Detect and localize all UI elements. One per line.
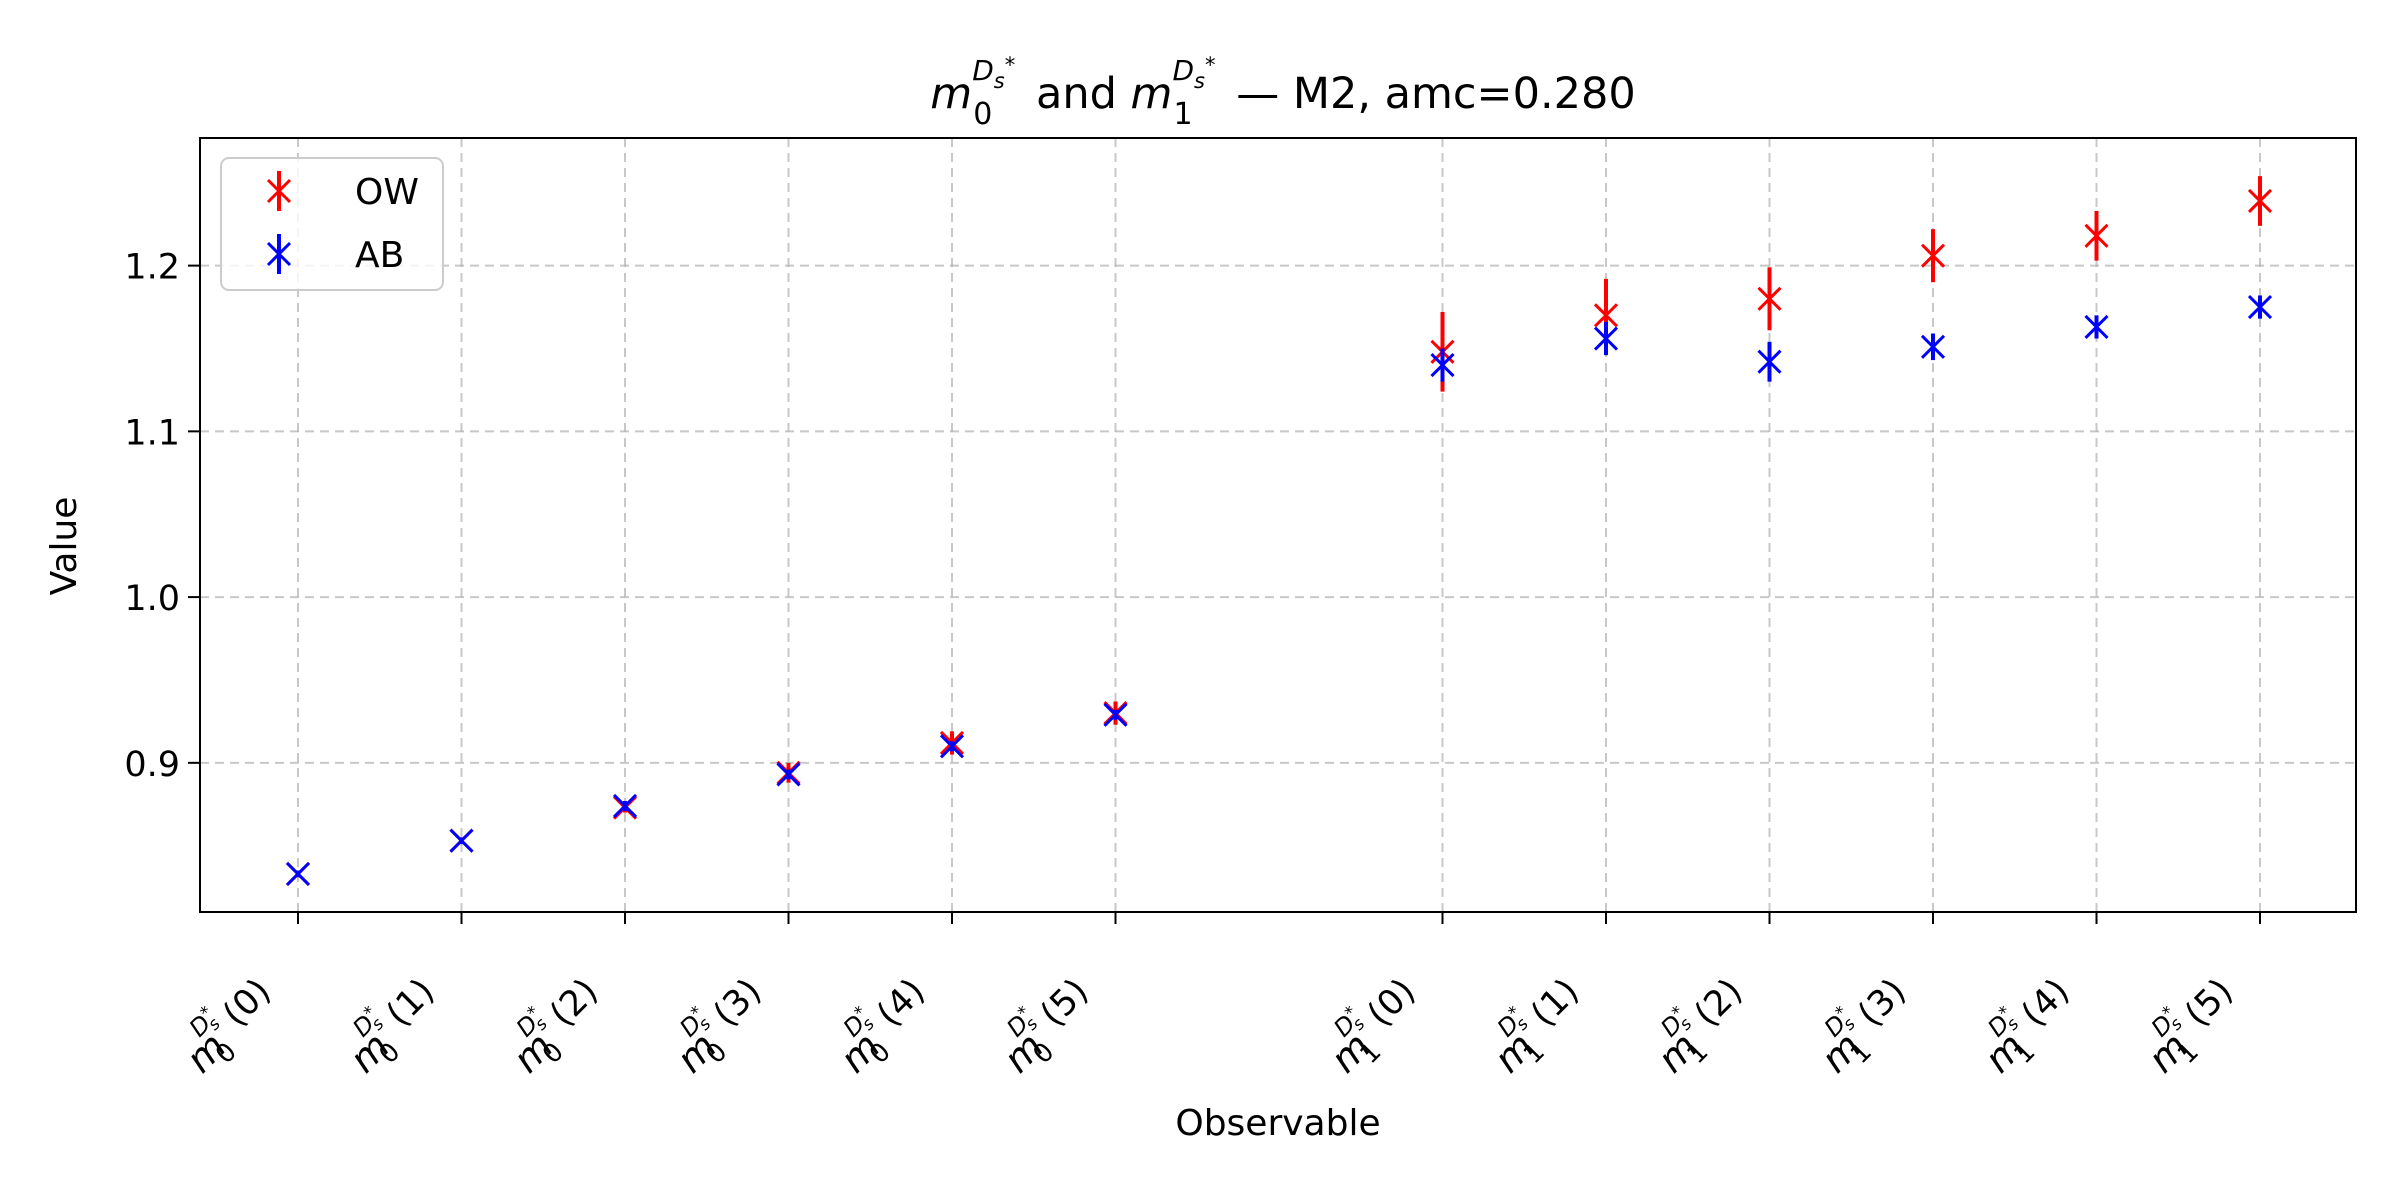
point-marker <box>2084 223 2109 248</box>
y-tick-label: 1.1 <box>124 413 180 453</box>
title-symbol-1: m <box>1131 69 1173 119</box>
y-axis: 0.9 1.0 1.1 1.2 <box>124 248 200 785</box>
legend-entry-ab: AB <box>266 234 404 276</box>
data-point <box>1920 229 1946 283</box>
title-superscript-0-star: * <box>1005 53 1016 77</box>
data-point <box>1920 333 1946 361</box>
data-point <box>776 762 801 787</box>
data-point <box>449 828 474 853</box>
data-point <box>939 734 965 759</box>
point-marker <box>612 793 638 818</box>
point-marker <box>1757 349 1782 374</box>
x-axis-label: Observable <box>1175 1103 1380 1144</box>
y-tick-label: 1.0 <box>124 579 180 619</box>
data-point <box>612 793 638 818</box>
point-marker <box>776 762 801 787</box>
legend-entry-ow: OW <box>266 171 419 213</box>
point-marker <box>1757 286 1782 311</box>
point-marker <box>939 734 965 759</box>
point-marker <box>2247 294 2273 320</box>
legend-marker <box>266 178 292 204</box>
point-marker <box>1103 702 1128 727</box>
data-point <box>2247 176 2273 226</box>
title-superscript-1-sub: s <box>1194 69 1205 93</box>
data-point <box>2084 210 2109 261</box>
data-point <box>2247 294 2273 320</box>
y-axis-label: Value <box>44 497 85 596</box>
data-point <box>1103 702 1128 727</box>
title-subscript-1: 1 <box>1173 97 1192 132</box>
data-points <box>285 176 2273 886</box>
title-suffix: — M2, amc=0.280 <box>1236 69 1635 119</box>
point-marker <box>1593 303 1619 328</box>
point-marker <box>449 828 474 853</box>
point-marker <box>1593 326 1619 351</box>
plot-frame <box>199 137 2357 913</box>
data-point <box>1593 321 1619 356</box>
y-tick-label: 1.2 <box>124 248 180 288</box>
legend-marker <box>266 241 292 267</box>
chart-title: mDs* 0 and mDs* 1 — M2, amc=0.280 <box>930 53 1635 132</box>
legend: OW AB <box>220 157 444 291</box>
data-point <box>1430 348 1455 382</box>
point-marker <box>2247 188 2273 214</box>
point-marker <box>285 861 311 886</box>
title-connector: and <box>1036 69 1117 119</box>
data-point <box>1757 267 1782 331</box>
point-marker <box>2084 314 2109 340</box>
legend-label: AB <box>355 235 404 276</box>
title-superscript-0-sub: s <box>994 69 1005 93</box>
title-subscript-0: 0 <box>973 97 992 132</box>
data-point <box>285 861 311 886</box>
title-symbol-0: m <box>930 69 972 119</box>
point-marker <box>1430 353 1455 378</box>
title-superscript-1: D <box>1172 54 1194 87</box>
title-superscript-1-star: * <box>1205 53 1216 77</box>
y-tick-label: 0.9 <box>124 745 180 785</box>
data-point <box>1757 341 1782 382</box>
data-point <box>2084 314 2109 340</box>
point-marker <box>1920 243 1946 268</box>
point-marker <box>1920 334 1946 359</box>
legend-label: OW <box>355 172 419 213</box>
title-superscript-0: D <box>972 54 994 87</box>
series-ab <box>285 294 2273 886</box>
